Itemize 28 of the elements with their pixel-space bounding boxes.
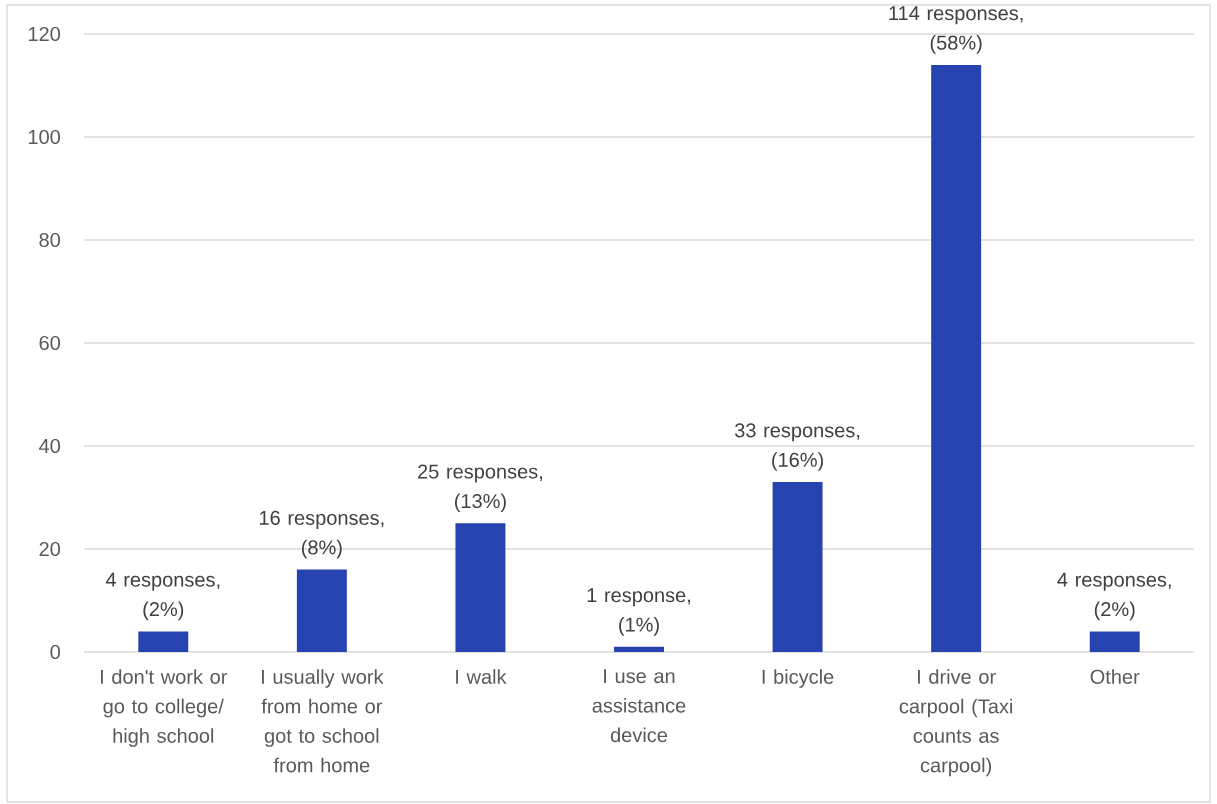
bar — [1089, 631, 1140, 652]
data-label: 4 responses, (2%) — [1057, 572, 1171, 621]
x-tick-label: I bicycle — [762, 669, 834, 688]
data-label: 1 response, (1%) — [587, 588, 690, 636]
y-tick-label: 60 — [39, 335, 61, 351]
x-tick-label: I walk — [456, 669, 507, 684]
bar — [931, 64, 982, 652]
bar — [296, 569, 347, 652]
bar — [138, 631, 189, 652]
x-tick-label: I don't work or go to college/ high school — [100, 669, 228, 747]
data-label: 25 responses, (13%) — [418, 464, 542, 513]
data-label: 114 responses, (58%) — [889, 6, 1023, 54]
data-label: 33 responses, (16%) — [734, 423, 860, 471]
y-tick-label: 100 — [28, 129, 61, 145]
y-tick-label: 80 — [39, 232, 61, 248]
x-tick-label: I usually work from home or got to school from home — [261, 669, 384, 773]
y-tick-label: 20 — [39, 541, 61, 557]
x-tick-label: I drive or carpool (Taxi counts as carpool) — [899, 669, 1013, 777]
y-tick-label: 0 — [50, 644, 61, 660]
y-tick-label: 40 — [39, 438, 61, 454]
bar — [455, 523, 506, 652]
data-label: 4 responses, (2%) — [105, 572, 220, 621]
x-tick-label: I use an assistance device — [592, 669, 686, 743]
bar — [772, 482, 823, 652]
y-tick-label: 120 — [28, 26, 61, 42]
bar — [614, 646, 664, 652]
data-label: 16 responses, (8%) — [260, 510, 384, 559]
x-tick-label: Other — [1090, 669, 1140, 684]
